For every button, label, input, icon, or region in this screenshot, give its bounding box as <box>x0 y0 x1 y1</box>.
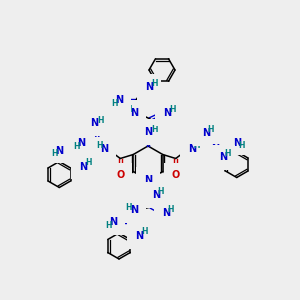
Text: H: H <box>126 202 132 211</box>
Text: H: H <box>224 149 231 158</box>
Text: N: N <box>162 208 170 218</box>
Text: H: H <box>141 227 147 236</box>
Text: H: H <box>96 141 103 150</box>
Text: H: H <box>111 98 117 107</box>
Text: N: N <box>79 161 87 172</box>
Text: N: N <box>100 145 108 154</box>
Text: H: H <box>97 116 104 125</box>
Text: N: N <box>115 95 123 105</box>
Text: H: H <box>105 220 111 230</box>
Text: N: N <box>188 145 196 154</box>
Text: H: H <box>169 106 175 115</box>
Text: N: N <box>219 152 227 163</box>
Text: N: N <box>163 108 171 118</box>
Text: N: N <box>130 108 138 118</box>
Text: N: N <box>130 205 138 215</box>
Text: N: N <box>145 82 153 92</box>
Text: N: N <box>152 190 160 200</box>
Text: H: H <box>51 149 58 158</box>
Text: N: N <box>202 128 210 139</box>
Text: N: N <box>144 175 152 185</box>
Text: N: N <box>77 139 85 148</box>
Text: O: O <box>116 170 124 181</box>
Text: H: H <box>126 106 132 115</box>
Text: H: H <box>151 79 157 88</box>
Text: N: N <box>233 137 241 148</box>
Text: H: H <box>194 141 200 150</box>
Text: H: H <box>158 187 164 196</box>
Text: H: H <box>168 206 174 214</box>
Text: N: N <box>109 217 117 227</box>
Text: H: H <box>152 125 158 134</box>
Text: H: H <box>73 142 80 151</box>
Text: H: H <box>238 141 245 150</box>
Text: N: N <box>144 127 152 137</box>
Text: N: N <box>55 146 63 155</box>
Text: N: N <box>211 143 219 154</box>
Text: H: H <box>208 125 214 134</box>
Text: N: N <box>135 231 143 241</box>
Text: N: N <box>90 118 98 128</box>
Text: H: H <box>85 158 92 167</box>
Text: O: O <box>172 170 180 181</box>
Text: H: H <box>217 147 223 156</box>
